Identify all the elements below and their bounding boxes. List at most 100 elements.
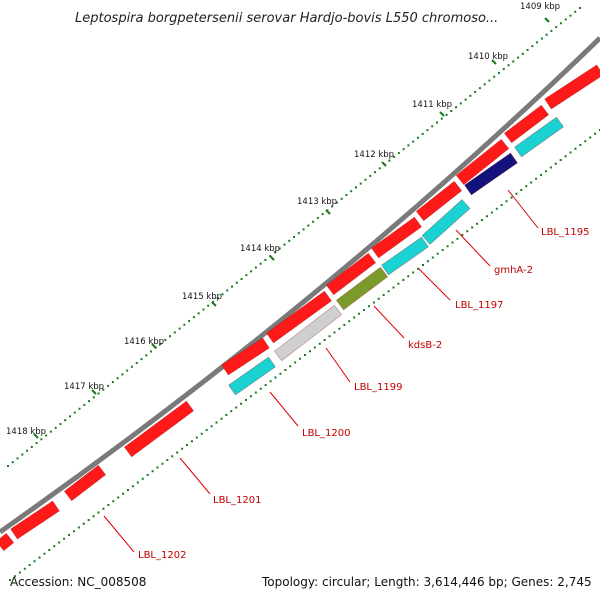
ruler-dot <box>179 328 181 330</box>
ruler-dot <box>307 225 309 227</box>
ruler-dot <box>270 380 272 382</box>
tick-mark <box>270 256 274 260</box>
ruler-dot <box>250 395 252 397</box>
ruler-dot <box>181 448 183 450</box>
ruler-dot <box>142 478 144 480</box>
ruler-dot <box>145 354 147 356</box>
ruler-dot <box>594 133 596 135</box>
ruler-dot <box>83 523 85 525</box>
map-title: Leptospira borgpetersenii serovar Hardjo… <box>75 11 498 26</box>
ruler-dot <box>570 152 572 154</box>
ruler-dot <box>569 15 571 17</box>
ruler-dot <box>117 377 119 379</box>
ruler-dot <box>560 159 562 161</box>
leader-line <box>508 190 538 228</box>
tick-mark <box>440 112 444 116</box>
ruler-dot <box>314 347 316 349</box>
ruler-dot <box>171 455 173 457</box>
ruler-dot <box>493 76 495 78</box>
ruler-dot <box>207 305 209 307</box>
ruler-dot <box>211 425 213 427</box>
ruler-dot <box>43 553 45 555</box>
ruler-dot <box>437 253 439 255</box>
ruler-dot <box>417 137 419 139</box>
ruler-dot <box>540 174 542 176</box>
ruler-dot <box>565 18 567 20</box>
ruler-dot <box>147 474 149 476</box>
ruler-dot <box>140 358 142 360</box>
ruler-dot <box>407 144 409 146</box>
ruler-dot <box>265 384 267 386</box>
leader-line <box>418 268 450 300</box>
ruler-dot <box>488 80 490 82</box>
ruler-dot <box>412 141 414 143</box>
ruler-dot <box>353 317 355 319</box>
ruler-dot <box>98 512 100 514</box>
ruler-dot <box>503 68 505 70</box>
gene-label: LBL_1202 <box>138 550 186 561</box>
ruler-dot <box>378 298 380 300</box>
ruler-dot <box>127 489 129 491</box>
tick-mark <box>212 302 216 306</box>
ruler-dot <box>176 452 178 454</box>
ruler-dot <box>511 197 513 199</box>
ruler-dot <box>36 442 38 444</box>
ruler-dot <box>506 200 508 202</box>
ruler-dot <box>498 72 500 74</box>
ruler-dot <box>343 324 345 326</box>
ruler-dot <box>355 186 357 188</box>
ruler-dot <box>202 309 204 311</box>
ruler-dot <box>31 446 33 448</box>
gene-label: LBL_1200 <box>302 428 350 439</box>
ruler-dot <box>402 279 404 281</box>
ruler-dot <box>546 34 548 36</box>
ruler-dot <box>365 179 367 181</box>
ruler-dot <box>303 228 305 230</box>
ruler-dot <box>460 102 462 104</box>
ruler-dot <box>226 289 228 291</box>
ruler-dot <box>93 515 95 517</box>
ruler-dot <box>245 274 247 276</box>
ruler-dot <box>206 429 208 431</box>
summary-text: Topology: circular; Length: 3,614,446 bp… <box>261 575 592 589</box>
ruler-dot <box>348 320 350 322</box>
ruler-dot <box>484 83 486 85</box>
ruler-dot <box>288 240 290 242</box>
ruler-dot <box>121 373 123 375</box>
ruler-dot <box>220 418 222 420</box>
outer-tick-ruler <box>7 7 581 467</box>
ruler-dot <box>589 137 591 139</box>
tick-labels: 1409 kbp 1410 kbp 1411 kbp 1412 kbp 1413 kbp… <box>6 2 560 438</box>
ruler-dot <box>299 358 301 360</box>
ruler-dot <box>515 193 517 195</box>
ruler-dot <box>522 53 524 55</box>
ruler-dot <box>379 167 381 169</box>
ruler-dot <box>166 459 168 461</box>
ruler-dot <box>24 568 26 570</box>
ruler-dot <box>319 343 321 345</box>
gene-label: LBL_1195 <box>541 227 589 238</box>
ruler-dot <box>536 41 538 43</box>
tick-label: 1417 kbp <box>64 382 104 392</box>
tick-label: 1416 kbp <box>124 337 164 347</box>
ruler-dot <box>481 219 483 221</box>
tick-label: 1411 kbp <box>412 100 452 110</box>
ruler-dot <box>78 527 80 529</box>
ruler-dot <box>34 560 36 562</box>
ruler-dot <box>132 485 134 487</box>
ruler-dot <box>240 403 242 405</box>
gene-block-red <box>545 65 600 109</box>
ruler-dot <box>350 190 352 192</box>
gene-label: LBL_1201 <box>213 495 261 506</box>
ruler-dot <box>93 396 95 398</box>
ruler-dot <box>368 305 370 307</box>
ruler-dot <box>235 407 237 409</box>
ruler-dot <box>309 350 311 352</box>
ruler-dot <box>422 133 424 135</box>
ruler-dot <box>465 99 467 101</box>
ruler-dot <box>83 404 85 406</box>
ruler-dot <box>255 392 257 394</box>
tick-label: 1414 kbp <box>240 244 280 254</box>
ruler-dot <box>496 208 498 210</box>
ruler-dot <box>469 95 471 97</box>
